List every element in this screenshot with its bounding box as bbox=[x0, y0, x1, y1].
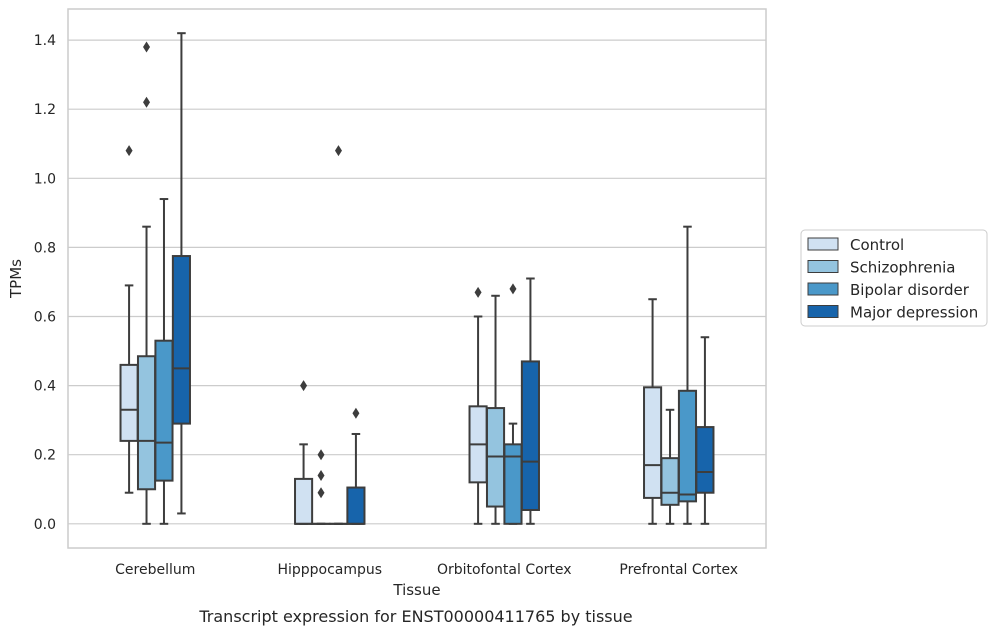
box-iqr bbox=[154, 339, 174, 482]
box-iqr bbox=[136, 355, 157, 491]
y-tick-label: 0.8 bbox=[34, 240, 56, 256]
legend-frame bbox=[800, 229, 988, 327]
box-iqr bbox=[695, 426, 715, 494]
box-0-3 bbox=[171, 32, 191, 515]
box-2-2 bbox=[503, 283, 523, 525]
box-iqr bbox=[171, 255, 191, 425]
legend: Control Schizophrenia Bipolar disorder Majo… bbox=[800, 229, 988, 327]
box-3-3 bbox=[695, 336, 715, 525]
box-0-1 bbox=[136, 41, 157, 525]
box-iqr bbox=[677, 389, 698, 503]
x-tick-label: Prefrontal Cortex bbox=[619, 562, 738, 578]
outlier-point bbox=[143, 96, 151, 108]
y-tick-label: 0.6 bbox=[34, 310, 56, 326]
box-iqr bbox=[520, 360, 540, 511]
y-tick-label: 0.2 bbox=[34, 448, 56, 464]
chart-caption: Transcript expression for ENST0000041176… bbox=[198, 607, 632, 626]
y-tick-label: 0.0 bbox=[34, 517, 56, 533]
box-3-0 bbox=[643, 298, 663, 525]
legend-label: Control bbox=[850, 236, 904, 254]
box-3-2 bbox=[677, 225, 698, 525]
x-axis-label: Tissue bbox=[392, 581, 440, 599]
outlier-point bbox=[352, 407, 360, 419]
y-axis-label: TPMs bbox=[7, 259, 25, 299]
box-iqr bbox=[119, 363, 139, 442]
outlier-point bbox=[317, 469, 325, 481]
y-tick-label: 1.2 bbox=[34, 102, 56, 118]
box-groups bbox=[119, 32, 715, 525]
x-tick-labels: Cerebellum Hipppocampus Orbitofontal Corte… bbox=[115, 562, 738, 578]
legend-swatch bbox=[807, 305, 839, 318]
box-iqr bbox=[643, 386, 663, 499]
outlier-point bbox=[143, 41, 151, 53]
box-1-0 bbox=[294, 380, 314, 525]
outlier-point bbox=[474, 286, 482, 298]
box-1-1 bbox=[311, 449, 331, 525]
x-tick-label: Orbitofontal Cortex bbox=[437, 562, 572, 578]
outlier-point bbox=[317, 487, 325, 499]
legend-swatch bbox=[807, 260, 839, 273]
box-1-2 bbox=[328, 145, 349, 525]
outlier-point bbox=[334, 145, 342, 157]
x-tick-label: Hipppocampus bbox=[277, 562, 382, 578]
box-iqr bbox=[660, 457, 680, 506]
y-tick-labels: 0.0 0.2 0.4 0.6 0.8 1.0 1.2 1.4 bbox=[34, 33, 56, 533]
box-2-0 bbox=[468, 286, 488, 525]
box-1-3 bbox=[346, 407, 366, 525]
box-0-0 bbox=[119, 145, 139, 494]
legend-label: Schizophrenia bbox=[850, 259, 955, 277]
legend-swatch bbox=[807, 282, 839, 296]
box-iqr bbox=[294, 477, 314, 525]
box-2-1 bbox=[485, 294, 506, 525]
outlier-point bbox=[125, 145, 133, 157]
box-2-3 bbox=[520, 277, 540, 525]
legend-swatch bbox=[807, 237, 839, 251]
y-tick-label: 1.0 bbox=[34, 171, 56, 187]
outlier-point bbox=[509, 283, 517, 295]
plot-frame bbox=[67, 8, 767, 549]
y-tick-label: 0.4 bbox=[34, 379, 56, 395]
y-tick-label: 1.4 bbox=[34, 33, 56, 49]
box-3-1 bbox=[660, 408, 680, 525]
box-iqr bbox=[346, 486, 366, 525]
outlier-point bbox=[317, 449, 325, 461]
x-tick-label: Cerebellum bbox=[115, 562, 195, 578]
legend-label: Bipolar disorder bbox=[850, 281, 970, 299]
legend-label: Major depression bbox=[850, 304, 978, 322]
outlier-point bbox=[300, 380, 308, 392]
